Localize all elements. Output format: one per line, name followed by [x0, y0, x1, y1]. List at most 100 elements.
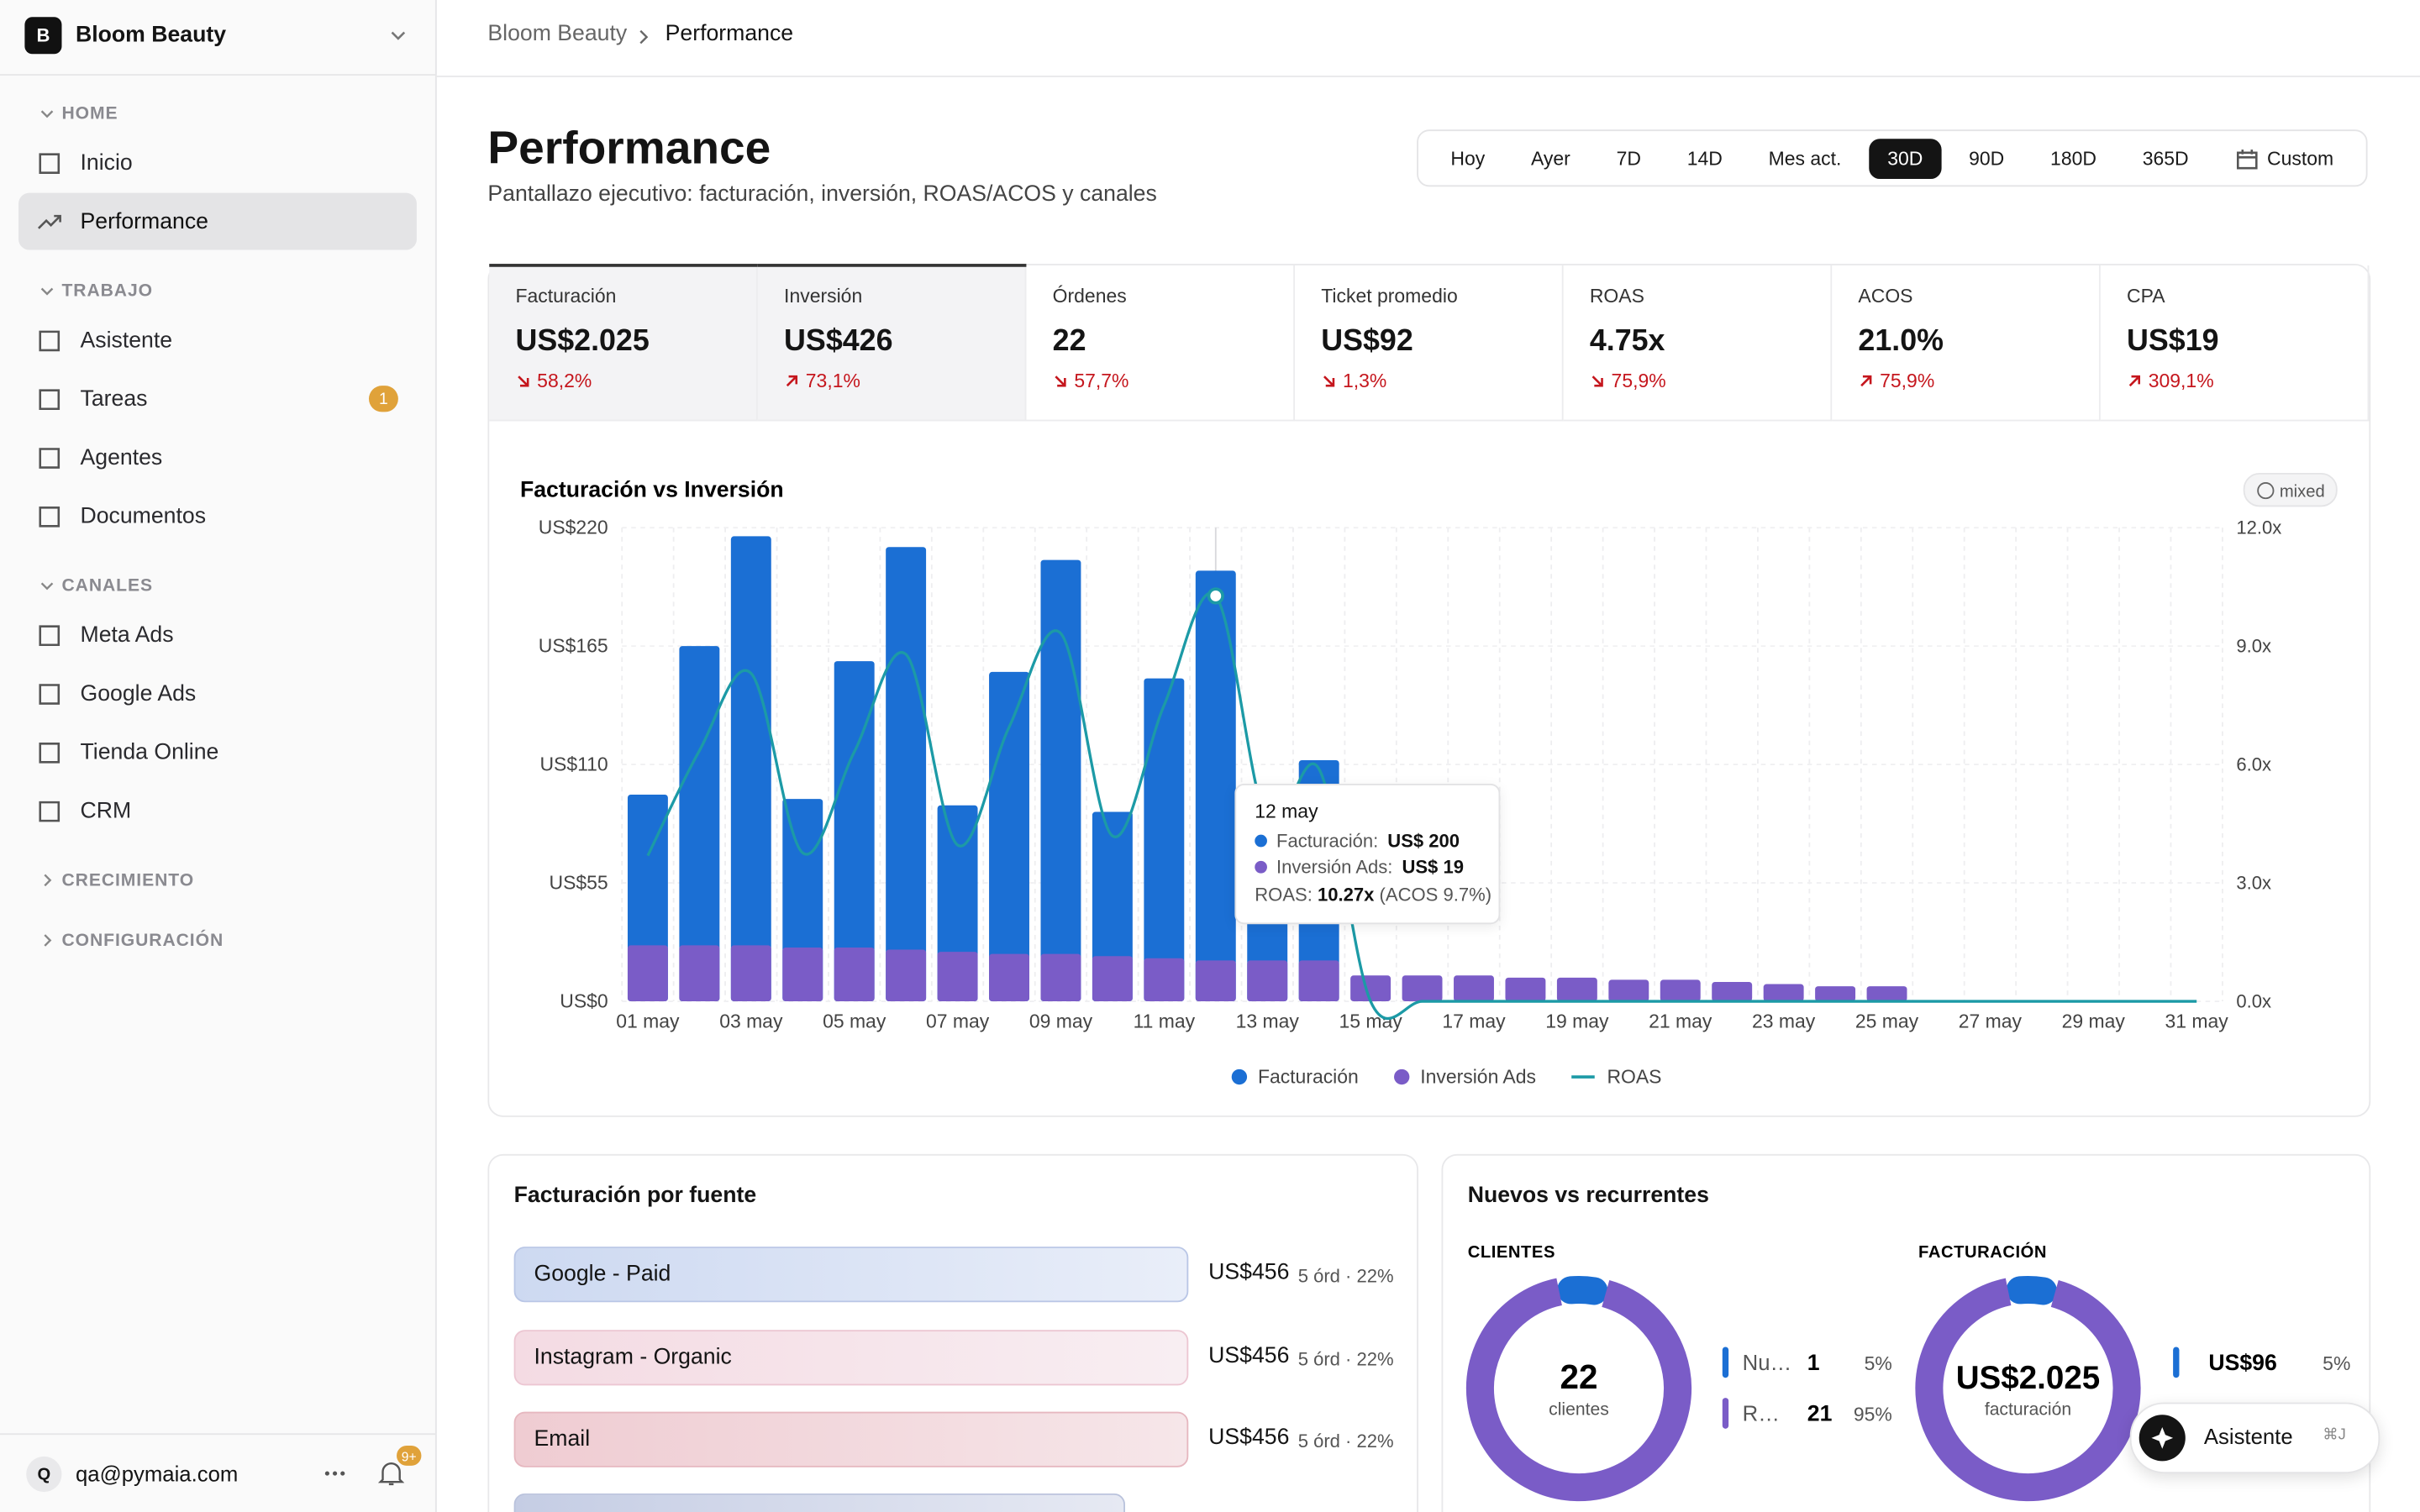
- kpi-change: 75,9%: [1858, 370, 1934, 392]
- kpi-change-value: 75,9%: [1611, 370, 1666, 392]
- kpi-card[interactable]: ACOS 21.0% 75,9%: [1832, 265, 2101, 422]
- range-button[interactable]: Custom: [2216, 137, 2352, 180]
- nav-section[interactable]: TRABAJO: [0, 273, 435, 310]
- nav-item[interactable]: CRM: [18, 782, 417, 839]
- kpi-card[interactable]: Inversión US$426 73,1%: [757, 264, 1027, 422]
- y-tick-label: US$220: [539, 517, 608, 538]
- range-label: Hoy: [1450, 147, 1486, 170]
- nav-section[interactable]: CONFIGURACIÓN: [0, 922, 435, 959]
- bar: [937, 952, 978, 1002]
- nav-section[interactable]: HOME: [0, 96, 435, 133]
- range-button[interactable]: 90D: [1950, 138, 2023, 178]
- trend-arrow-path: [518, 375, 529, 387]
- trend-arrow-path: [1055, 375, 1066, 387]
- nav-section[interactable]: CRECIMIENTO: [0, 863, 435, 900]
- icon-path: [39, 329, 60, 351]
- x-tick-label: 27 may: [1959, 1010, 2023, 1032]
- kpi-card[interactable]: Órdenes 22 57,7%: [1026, 265, 1296, 422]
- assistant-button[interactable]: Asistente ⌘J: [2129, 1402, 2381, 1474]
- range-label: 180D: [2050, 147, 2096, 170]
- kpi-card[interactable]: CPA US$19 309,1%: [2100, 265, 2370, 422]
- trend-arrow-path: [786, 375, 798, 387]
- x-tick-label: 15 may: [1339, 1010, 1402, 1032]
- range-button[interactable]: 7D: [1598, 138, 1660, 178]
- legend-share: 5%: [2323, 1352, 2350, 1374]
- y-tick-label: US$110: [539, 753, 608, 774]
- kpi-value: US$19: [2127, 323, 2219, 359]
- nav-section[interactable]: CANALES: [0, 568, 435, 605]
- kpi-change: 58,2%: [515, 370, 592, 392]
- source-bar[interactable]: Instagram - Organic: [513, 1329, 1189, 1385]
- y-tick-label: US$55: [550, 871, 608, 893]
- nav-item[interactable]: Meta Ads: [18, 606, 417, 664]
- legend-bar: [1722, 1347, 1729, 1378]
- page-title: Performance: [487, 123, 771, 175]
- tooltip-value: US$ 19: [1402, 856, 1464, 879]
- kpi-card[interactable]: ROAS 4.75x 75,9%: [1563, 265, 1833, 422]
- range-button[interactable]: Ayer: [1512, 138, 1589, 178]
- source-meta: 5 órd · 22%: [1297, 1265, 1394, 1287]
- kpi-change: 1,3%: [1321, 370, 1386, 392]
- x-tick-label: 29 may: [2062, 1010, 2126, 1032]
- kpi-value: US$92: [1321, 323, 1413, 359]
- range-button[interactable]: 365D: [2124, 138, 2207, 178]
- nav-item[interactable]: Tienda Online: [18, 723, 417, 780]
- icon: [39, 388, 60, 410]
- nav-item-label: Meta Ads: [80, 622, 174, 648]
- range-label: Mes act.: [1768, 147, 1842, 170]
- chevron[interactable]: [389, 26, 408, 45]
- donut-center-label: facturación: [1985, 1399, 2071, 1419]
- nav-item[interactable]: Inicio: [18, 134, 417, 192]
- chevron: [40, 287, 54, 296]
- range-button[interactable]: Hoy: [1432, 138, 1503, 178]
- x-tick-label: 31 may: [2165, 1010, 2229, 1032]
- range-button[interactable]: 14D: [1669, 138, 1741, 178]
- bar: [1866, 986, 1907, 1002]
- tooltip-value: US$ 200: [1387, 830, 1460, 852]
- range-button[interactable]: 180D: [2032, 138, 2115, 178]
- assistant-icon: [2139, 1415, 2186, 1462]
- y2-tick-label: 0.0x: [2236, 990, 2271, 1011]
- badge-icon: [2257, 481, 2275, 500]
- kpi-label: ROAS: [1589, 285, 1644, 307]
- y-tick-label: US$165: [539, 634, 608, 656]
- legend-share: 95%: [1854, 1404, 1892, 1425]
- legend-count: 21: [1807, 1401, 1833, 1426]
- nav-item[interactable]: Tareas 1: [18, 370, 417, 428]
- bar: [1556, 977, 1597, 1002]
- kpi-card[interactable]: Facturación US$2.025 58,2%: [489, 264, 758, 422]
- range-selector: Hoy Ayer 7D 14D Mes act. 30D 90D 180D 365D Custom: [1417, 129, 2368, 187]
- nav-item[interactable]: Agentes: [18, 429, 417, 486]
- nav-item[interactable]: Documentos: [18, 487, 417, 544]
- tooltip-row: Facturación: US$ 200: [1255, 830, 1460, 852]
- bar: [1660, 979, 1701, 1002]
- breadcrumb-link[interactable]: Bloom Beauty: [487, 21, 628, 47]
- bell-button[interactable]: [378, 1460, 405, 1488]
- nav-item[interactable]: Performance: [18, 192, 417, 250]
- more-button[interactable]: [323, 1466, 347, 1481]
- range-button[interactable]: Mes act.: [1750, 138, 1860, 178]
- kpi-value: 22: [1052, 323, 1086, 359]
- legend-name: Nu…: [1743, 1352, 1792, 1375]
- trend-arrow: [1591, 375, 1603, 387]
- nav-item[interactable]: Asistente: [18, 312, 417, 369]
- legend-bar: [1722, 1398, 1729, 1429]
- source-bar[interactable]: Google - Paid: [513, 1247, 1189, 1303]
- range-button[interactable]: 30D: [1869, 138, 1942, 179]
- kpi-card[interactable]: Ticket promedio US$92 1,3%: [1295, 265, 1564, 422]
- donut-center-value: 22: [1560, 1357, 1598, 1396]
- bar: [782, 947, 823, 1002]
- icon: [39, 800, 60, 822]
- kpi-change-value: 75,9%: [1880, 370, 1935, 392]
- workspace-name[interactable]: Bloom Beauty: [76, 23, 227, 48]
- chevron: [44, 874, 52, 887]
- icon-path: [39, 624, 60, 646]
- icon-path: [39, 742, 60, 763]
- nav-section-title: CONFIGURACIÓN: [61, 932, 224, 951]
- tooltip-acos: (ACOS 9.7%): [1379, 884, 1492, 906]
- range-label: 365D: [2142, 147, 2189, 170]
- bar: [1144, 678, 1185, 1002]
- source-bar[interactable]: Email: [513, 1411, 1189, 1467]
- user-email[interactable]: qa@pymaia.com: [76, 1461, 239, 1486]
- nav-item[interactable]: Google Ads: [18, 665, 417, 722]
